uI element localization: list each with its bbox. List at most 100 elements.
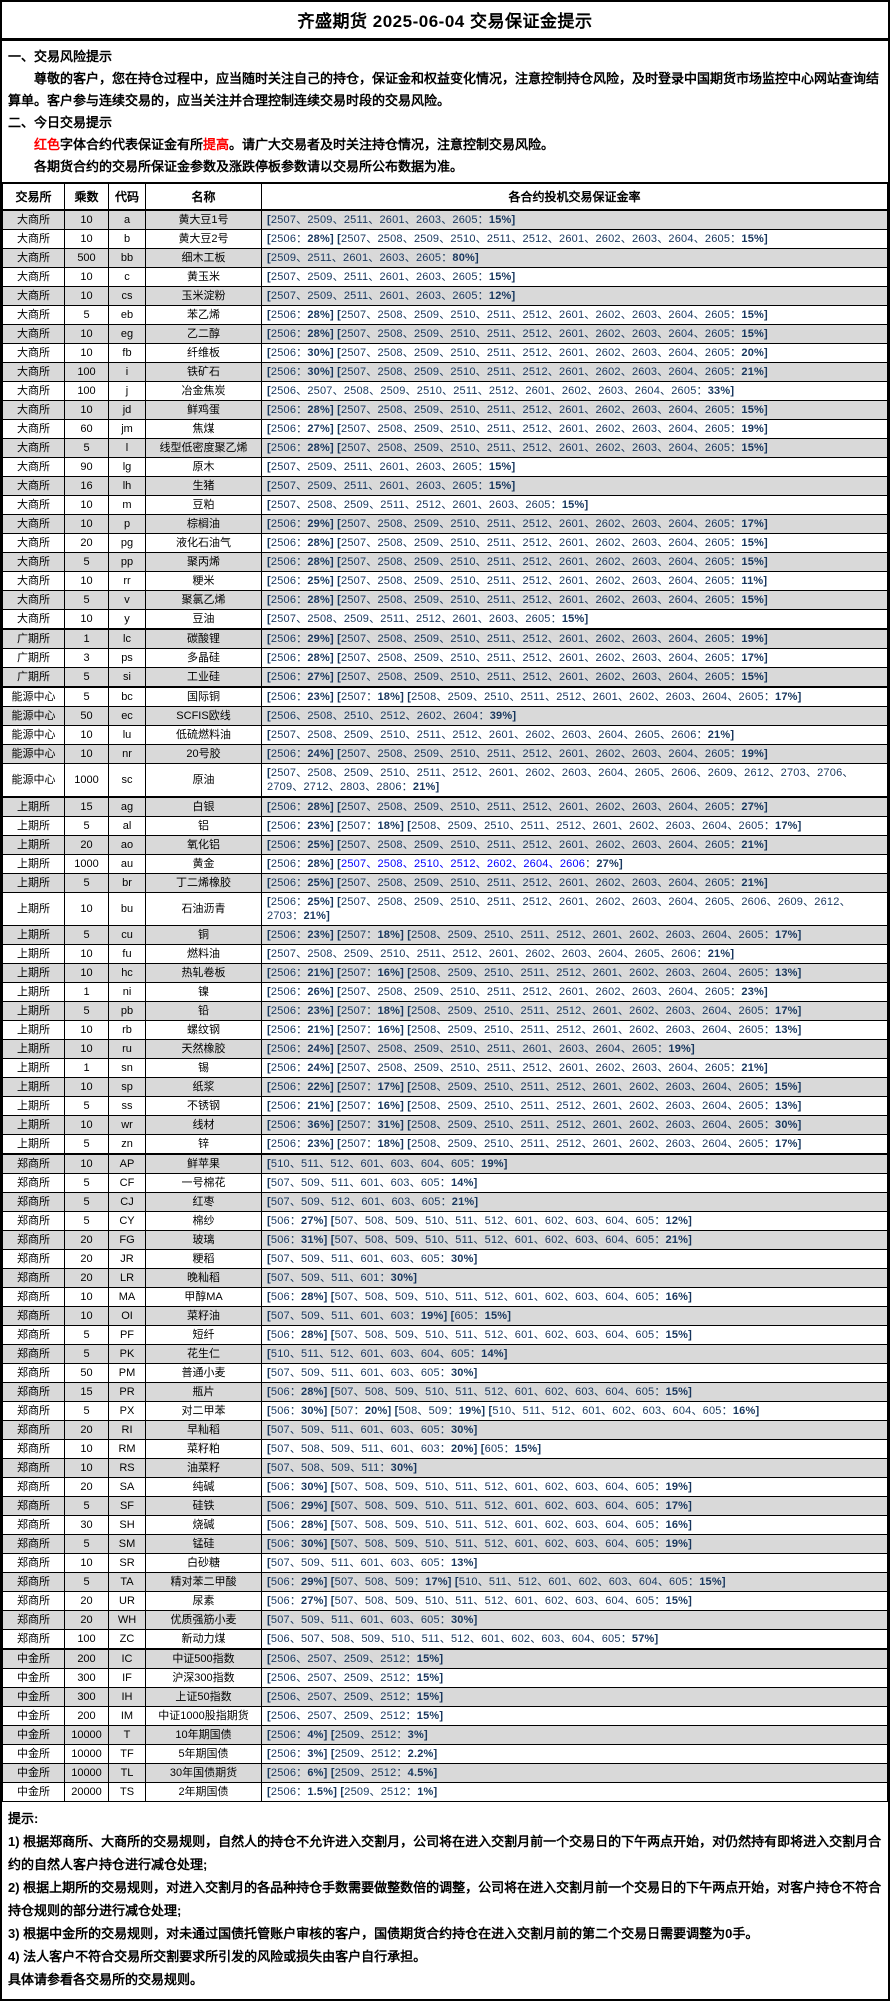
table-row: 上期所 10 sp 纸浆 [2506：22%] [2507：17%] [2508、250… <box>2 1077 888 1097</box>
code-cell: IH <box>108 1687 146 1707</box>
name-cell: 铜 <box>145 925 262 945</box>
name-cell: 一号棉花 <box>145 1173 262 1193</box>
code-cell: i <box>108 362 146 382</box>
table-row: 上期所 10 bu 石油沥青 [2506：25%] [2507、2508、2509、25… <box>2 892 888 926</box>
margin-rate-cell: [506：31%] [507、508、509、510、511、512、601、6… <box>261 1230 888 1250</box>
margin-rate-cell: [2506：3%] [2509、2512：2.2%] <box>261 1744 888 1764</box>
name-cell: 白砂糖 <box>145 1553 262 1573</box>
table-row: 上期所 5 pb 铅 [2506：23%] [2507：18%] [2508、2509、… <box>2 1001 888 1021</box>
code-cell: al <box>108 816 146 836</box>
multiplier-cell: 5 <box>64 1344 109 1364</box>
table-row: 大商所 10 rr 粳米 [2506：25%] [2507、2508、2509、2510… <box>2 571 888 591</box>
exchange-cell: 中金所 <box>2 1648 65 1669</box>
multiplier-cell: 5 <box>64 590 109 610</box>
margin-rate-cell: [2506、2507、2509、2512：15%] <box>261 1668 888 1688</box>
exchange-cell: 大商所 <box>2 609 65 630</box>
exchange-cell: 郑商所 <box>2 1249 65 1269</box>
exchange-cell: 大商所 <box>2 590 65 610</box>
exchange-cell: 上期所 <box>2 892 65 926</box>
exchange-cell: 郑商所 <box>2 1572 65 1592</box>
name-cell: 5年期国债 <box>145 1744 262 1764</box>
exchange-cell: 能源中心 <box>2 744 65 764</box>
table-row: 大商所 100 i 铁矿石 [2506：30%] [2507、2508、2509、251… <box>2 362 888 382</box>
code-cell: TA <box>108 1572 146 1592</box>
code-cell: ni <box>108 982 146 1002</box>
table-row: 郑商所 20 LR 晚籼稻 [507、509、511、601：30%] <box>2 1268 888 1288</box>
multiplier-cell: 5 <box>64 305 109 325</box>
code-cell: ao <box>108 835 146 855</box>
code-cell: si <box>108 667 146 688</box>
table-row: 郑商所 20 RI 早籼稻 [507、509、511、601、603、605：30%] <box>2 1420 888 1440</box>
margin-rate-cell: [2506：24%] [2507、2508、2509、2510、2511、260… <box>261 1039 888 1059</box>
margin-rate-cell: [2506：27%] [2507、2508、2509、2510、2511、251… <box>261 419 888 439</box>
margin-rate-cell: [2506：21%] [2507：16%] [2508、2509、2510、25… <box>261 1096 888 1116</box>
code-cell: jm <box>108 419 146 439</box>
code-cell: SM <box>108 1534 146 1554</box>
multiplier-cell: 10 <box>64 1306 109 1326</box>
name-cell: 锰硅 <box>145 1534 262 1554</box>
page-title: 齐盛期货 2025-06-04 交易保证金提示 <box>297 12 593 31</box>
multiplier-cell: 10 <box>64 1458 109 1478</box>
name-cell: 螺纹钢 <box>145 1020 262 1040</box>
multiplier-cell: 10000 <box>64 1725 109 1745</box>
multiplier-cell: 20 <box>64 835 109 855</box>
table-row: 郑商所 5 PK 花生仁 [510、511、512、601、603、604、605：14… <box>2 1344 888 1364</box>
table-row: 大商所 16 lh 生猪 [2507、2509、2511、2601、2603、2605：… <box>2 476 888 496</box>
table-row: 郑商所 10 MA 甲醇MA [506：28%] [507、508、509、510、51… <box>2 1287 888 1307</box>
multiplier-cell: 1 <box>64 628 109 649</box>
margin-rate-cell: [2506：25%] [2507、2508、2509、2510、2511、251… <box>261 835 888 855</box>
exchange-cell: 大商所 <box>2 400 65 420</box>
table-row: 郑商所 5 SM 锰硅 [506：30%] [507、508、509、510、511、5… <box>2 1534 888 1554</box>
name-cell: 铝 <box>145 816 262 836</box>
name-cell: 硅铁 <box>145 1496 262 1516</box>
margin-rate-cell: [2506：6%] [2509、2512：4.5%] <box>261 1763 888 1783</box>
highlight-text: 字体合约代表保证金有所 <box>60 137 204 152</box>
name-cell: 玉米淀粉 <box>145 286 262 306</box>
exchange-cell: 能源中心 <box>2 763 65 798</box>
exchange-cell: 上期所 <box>2 944 65 964</box>
multiplier-cell: 5 <box>64 1096 109 1116</box>
name-cell: 鲜苹果 <box>145 1153 262 1174</box>
code-cell: MA <box>108 1287 146 1307</box>
margin-rate-cell: [2507、2509、2511、2601、2603、2605：15%] <box>261 476 888 496</box>
multiplier-cell: 10 <box>64 1153 109 1174</box>
code-cell: eb <box>108 305 146 325</box>
risk-body: 尊敬的客户，您在持仓过程中，应当随时关注自己的持仓，保证金和权益变化情况，注意控… <box>8 71 880 108</box>
multiplier-cell: 10 <box>64 1553 109 1573</box>
table-row: 上期所 10 hc 热轧卷板 [2506：21%] [2507：16%] [2508、2… <box>2 963 888 983</box>
code-cell: lh <box>108 476 146 496</box>
multiplier-cell: 16 <box>64 476 109 496</box>
margin-rate-cell: [2506：30%] [2507、2508、2509、2510、2511、251… <box>261 343 888 363</box>
multiplier-cell: 10 <box>64 1287 109 1307</box>
multiplier-cell: 100 <box>64 1629 109 1650</box>
margin-rate-cell: [507、509、512、601、603、605：21%] <box>261 1192 888 1212</box>
name-cell: 液化石油气 <box>145 533 262 553</box>
table-row: 中金所 10000 TF 5年期国债 [2506：3%] [2509、2512：2.2%… <box>2 1744 888 1764</box>
code-cell: TS <box>108 1782 146 1802</box>
margin-table-body: 大商所 10 a 黄大豆1号 [2507、2509、2511、2601、2603、260… <box>2 209 888 1802</box>
margin-table: 交易所 乘数 代码 名称 各合约投机交易保证金率 大商所 10 a 黄大豆1号 [250… <box>2 182 888 1802</box>
margin-rate-cell: [2506：23%] [2507：18%] [2508、2509、2510、25… <box>261 816 888 836</box>
multiplier-cell: 10 <box>64 725 109 745</box>
exchange-cell: 郑商所 <box>2 1192 65 1212</box>
margin-rate-cell: [2506：28%] [2507、2508、2509、2510、2511、251… <box>261 796 888 817</box>
exchange-cell: 上期所 <box>2 1077 65 1097</box>
code-cell: sc <box>108 763 146 798</box>
table-row: 郑商所 15 PR 瓶片 [506：28%] [507、508、509、510、511、… <box>2 1382 888 1402</box>
table-row: 大商所 5 eb 苯乙烯 [2506：28%] [2507、2508、2509、2510… <box>2 305 888 325</box>
table-row: 上期所 20 ao 氧化铝 [2506：25%] [2507、2508、2509、251… <box>2 835 888 855</box>
code-cell: SH <box>108 1515 146 1535</box>
table-row: 郑商所 20 SA 纯碱 [506：30%] [507、508、509、510、511、… <box>2 1477 888 1497</box>
multiplier-cell: 1 <box>64 982 109 1002</box>
table-row: 郑商所 30 SH 烧碱 [506：28%] [507、508、509、510、511、… <box>2 1515 888 1535</box>
exchange-cell: 上期所 <box>2 796 65 817</box>
margin-rate-cell: [2506：25%] [2507、2508、2509、2510、2511、251… <box>261 571 888 591</box>
table-row: 中金所 20000 TS 2年期国债 [2506：1.5%] [2509、2512：1%… <box>2 1782 888 1802</box>
code-cell: y <box>108 609 146 630</box>
exchange-cell: 郑商所 <box>2 1477 65 1497</box>
footer-note: 1) 根据郑商所、大商所的交易规则，自然人的持仓不允许进入交割月，公司将在进入交… <box>8 1834 882 1872</box>
exchange-cell: 郑商所 <box>2 1268 65 1288</box>
code-cell: bc <box>108 686 146 707</box>
exchange-cell: 郑商所 <box>2 1610 65 1630</box>
exchange-cell: 大商所 <box>2 343 65 363</box>
